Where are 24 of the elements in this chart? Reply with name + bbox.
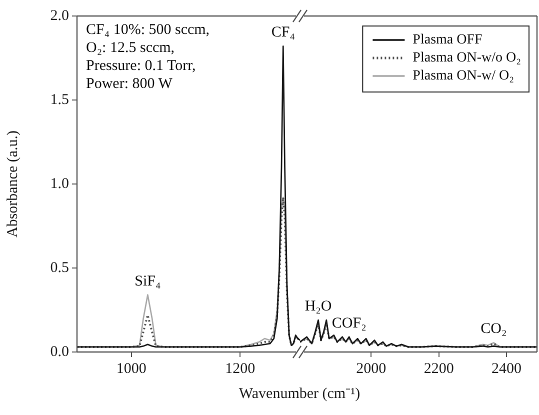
x-tick-label: 1000 — [116, 360, 146, 377]
annotation: SiF₄ — [134, 273, 161, 290]
legend-label: Plasma ON-w/ O₂ — [412, 68, 514, 84]
y-tick-label: 1.0 — [50, 176, 69, 192]
annotation: Pressure: 0.1 Torr, — [86, 58, 196, 74]
annotation: CF₄ 10%: 500 sccm, — [86, 22, 210, 38]
annotation: H₂O — [304, 298, 332, 315]
y-tick-label: 2.0 — [50, 8, 69, 24]
annotation: O₂: 12.5 sccm, — [86, 40, 175, 56]
annotation: CF₄ — [271, 24, 295, 41]
y-tick-label: 0.5 — [50, 260, 69, 276]
y-tick-label: 1.5 — [50, 92, 69, 108]
legend-label: Plasma ON-w/o O₂ — [412, 50, 522, 66]
x-axis-title: Wavenumber (cm⁻¹) — [238, 385, 362, 403]
x-tick-label: 1200 — [225, 360, 256, 377]
x-tick-label: 2400 — [492, 360, 522, 377]
y-axis-title: Absorbance (a.u.) — [4, 130, 21, 238]
legend-label: Plasma OFF — [412, 32, 483, 48]
x-tick-label: 2200 — [424, 360, 454, 377]
y-tick-label: 0.0 — [50, 344, 69, 360]
annotation: Power: 800 W — [86, 76, 174, 92]
annotation: COF₂ — [332, 315, 366, 332]
x-tick-label: 2000 — [356, 360, 386, 377]
annotation: CO₂ — [480, 321, 507, 338]
